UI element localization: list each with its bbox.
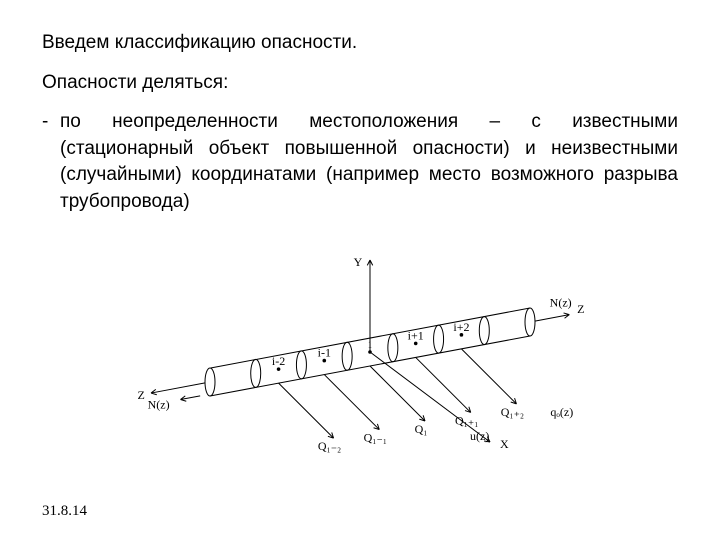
cylinder-diagram: i-2i-1ii+1i+2YZN(z)ZN(z)Xu(z)Q₁₋₂Q₁₋₁Q₁Q… bbox=[130, 252, 590, 472]
svg-text:N(z): N(z) bbox=[148, 397, 170, 411]
slide: Введем классификацию опасности. Опасност… bbox=[0, 0, 720, 540]
svg-text:Y: Y bbox=[354, 255, 363, 269]
svg-text:Q₁₊₂: Q₁₊₂ bbox=[501, 405, 524, 419]
svg-text:N(z): N(z) bbox=[550, 295, 572, 309]
slide-date: 31.8.14 bbox=[42, 503, 87, 520]
svg-text:X: X bbox=[500, 437, 509, 451]
bullet-dash: - bbox=[42, 109, 60, 215]
svg-text:Q₁₋₂: Q₁₋₂ bbox=[318, 439, 341, 453]
paragraph-intro: Введем классификацию опасности. bbox=[42, 30, 678, 56]
svg-text:Z: Z bbox=[577, 302, 584, 316]
svg-text:Z: Z bbox=[138, 388, 145, 402]
svg-text:i-1: i-1 bbox=[318, 346, 331, 360]
svg-text:u(z): u(z) bbox=[470, 429, 489, 443]
svg-text:i+1: i+1 bbox=[408, 328, 424, 342]
diagram-container: i-2i-1ii+1i+2YZN(z)ZN(z)Xu(z)Q₁₋₂Q₁₋₁Q₁Q… bbox=[0, 252, 720, 472]
svg-text:Q₁₋₁: Q₁₋₁ bbox=[364, 431, 387, 445]
svg-text:i+2: i+2 bbox=[453, 320, 469, 334]
paragraph-lead: Опасности деляться: bbox=[42, 70, 678, 96]
svg-text:qₒ(z): qₒ(z) bbox=[550, 405, 573, 419]
bullet-text: по неопределенности местоположения – с и… bbox=[60, 109, 678, 215]
svg-text:i-2: i-2 bbox=[272, 354, 285, 368]
svg-text:Q₁₊₁: Q₁₊₁ bbox=[455, 413, 478, 427]
svg-text:Q₁: Q₁ bbox=[415, 422, 428, 436]
bullet-item: - по неопределенности местоположения – с… bbox=[42, 109, 678, 215]
